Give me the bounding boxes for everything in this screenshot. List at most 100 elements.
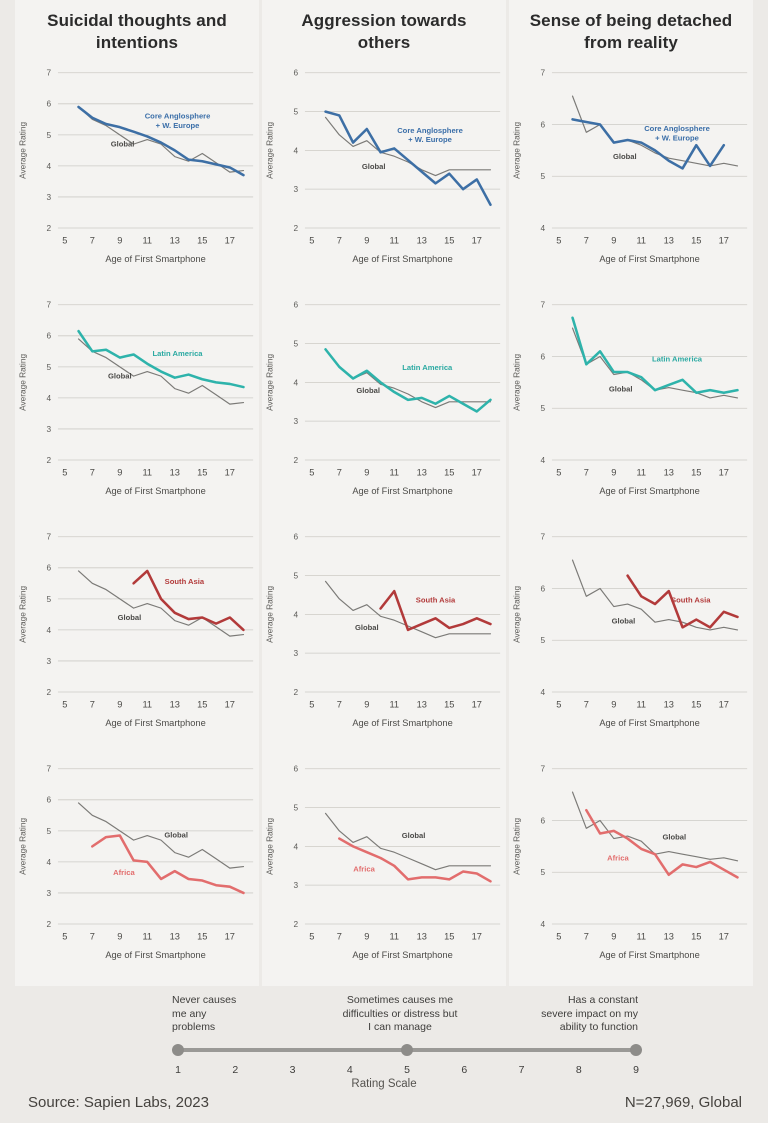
x-tick-label: 13 bbox=[664, 932, 674, 942]
x-axis-label: Age of First Smartphone bbox=[105, 950, 205, 960]
y-tick-label: 6 bbox=[541, 351, 546, 361]
x-tick-label: 5 bbox=[309, 700, 314, 710]
x-tick-label: 17 bbox=[719, 932, 729, 942]
line-global bbox=[324, 116, 492, 177]
line-africa bbox=[585, 808, 739, 879]
line-global bbox=[324, 812, 492, 871]
series-label-core-anglosphere-w-europe: Core Anglosphere + W. Europe bbox=[397, 126, 463, 144]
chart-detached-core-anglosphere: 4 5 6 7 5 7 9 11 13 15 17 Age of First Smartphone Av… bbox=[509, 58, 753, 290]
x-tick-label: 17 bbox=[719, 700, 729, 710]
series-label-core-anglosphere-w-europe: Core Anglosphere + W. Europe bbox=[145, 112, 211, 130]
y-tick-label: 7 bbox=[541, 532, 546, 542]
y-tick-label: 4 bbox=[294, 609, 299, 619]
y-tick-label: 3 bbox=[294, 880, 299, 890]
chart-aggression-africa: 2 3 4 5 6 5 7 9 11 13 15 17 Age of First Smartphone A… bbox=[262, 754, 506, 986]
rating-scale-dot-9 bbox=[630, 1044, 642, 1056]
y-tick-label: 5 bbox=[294, 339, 299, 349]
series-label-global: Global bbox=[355, 623, 379, 632]
y-axis-label: Average Rating bbox=[265, 122, 275, 179]
rating-scale-title: Rating Scale bbox=[351, 1078, 417, 1090]
y-tick-label: 5 bbox=[47, 362, 52, 372]
x-tick-label: 5 bbox=[309, 932, 314, 942]
x-axis-label: Age of First Smartphone bbox=[599, 254, 699, 264]
chart-detached-latin-america: 4 5 6 7 5 7 9 11 13 15 17 Age of First Smartphone Av… bbox=[509, 290, 753, 522]
y-tick-label: 4 bbox=[47, 161, 52, 171]
y-axis-label: Average Rating bbox=[265, 354, 275, 411]
chart-suicidal-africa: 2 3 4 5 6 7 5 7 9 11 13 15 17 Age of First Smartphone… bbox=[15, 754, 259, 986]
x-tick-label: 7 bbox=[584, 932, 589, 942]
y-tick-label: 2 bbox=[47, 687, 52, 697]
line-core-anglosphere-w-europe bbox=[324, 110, 492, 207]
y-tick-label: 3 bbox=[47, 424, 52, 434]
y-tick-label: 4 bbox=[294, 145, 299, 155]
x-tick-label: 15 bbox=[691, 468, 701, 478]
x-tick-label: 11 bbox=[636, 700, 646, 710]
series-label-global: Global bbox=[609, 385, 633, 394]
x-tick-label: 13 bbox=[170, 932, 180, 942]
y-axis-label: Average Rating bbox=[512, 354, 522, 411]
y-tick-label: 2 bbox=[294, 919, 299, 929]
x-tick-label: 11 bbox=[142, 700, 152, 710]
y-tick-label: 6 bbox=[294, 532, 299, 542]
x-tick-label: 7 bbox=[584, 700, 589, 710]
x-tick-label: 9 bbox=[364, 468, 369, 478]
x-tick-label: 17 bbox=[472, 932, 482, 942]
rating-scale-number-3: 3 bbox=[289, 1064, 296, 1076]
y-tick-label: 5 bbox=[47, 826, 52, 836]
x-axis-label: Age of First Smartphone bbox=[352, 486, 452, 496]
y-tick-label: 4 bbox=[294, 841, 299, 851]
y-tick-label: 5 bbox=[294, 803, 299, 813]
series-label-global: Global bbox=[662, 833, 686, 842]
y-tick-label: 3 bbox=[294, 648, 299, 658]
x-tick-label: 13 bbox=[417, 932, 427, 942]
rating-scale-note-mid: Sometimes causes me difficulties or dist… bbox=[342, 994, 458, 1034]
x-tick-label: 13 bbox=[417, 468, 427, 478]
x-tick-label: 5 bbox=[309, 468, 314, 478]
line-chart-svg: 2 3 4 5 6 7 5 7 9 11 13 15 17 Age of First Smartphone… bbox=[18, 68, 254, 264]
y-tick-label: 4 bbox=[541, 687, 546, 697]
x-tick-label: 5 bbox=[309, 236, 314, 246]
x-tick-label: 15 bbox=[197, 468, 207, 478]
x-tick-label: 7 bbox=[337, 468, 342, 478]
y-tick-label: 6 bbox=[47, 99, 52, 109]
x-tick-label: 17 bbox=[225, 700, 235, 710]
x-tick-label: 9 bbox=[117, 236, 122, 246]
x-tick-label: 9 bbox=[117, 932, 122, 942]
y-tick-label: 6 bbox=[294, 300, 299, 310]
x-tick-label: 15 bbox=[444, 700, 454, 710]
line-chart-svg: 2 3 4 5 6 5 7 9 11 13 15 17 Age of First Smartphone A… bbox=[265, 68, 501, 264]
y-axis-label: Average Rating bbox=[512, 818, 522, 875]
x-tick-label: 7 bbox=[337, 932, 342, 942]
series-label-latin-america: Latin America bbox=[652, 355, 703, 364]
x-axis-label: Age of First Smartphone bbox=[352, 718, 452, 728]
x-tick-label: 9 bbox=[364, 236, 369, 246]
x-tick-label: 11 bbox=[636, 468, 646, 478]
series-label-global: Global bbox=[108, 372, 132, 381]
x-tick-label: 17 bbox=[225, 468, 235, 478]
series-label-global: Global bbox=[118, 613, 142, 622]
column-title-suicidal: Suicidal thoughts and intentions bbox=[15, 0, 259, 58]
x-tick-label: 5 bbox=[556, 700, 561, 710]
chart-suicidal-south-asia: 2 3 4 5 6 7 5 7 9 11 13 15 17 Age of First Smartphone… bbox=[15, 522, 259, 754]
line-latin-america bbox=[324, 348, 492, 413]
x-tick-label: 13 bbox=[664, 468, 674, 478]
y-axis-label: Average Rating bbox=[512, 586, 522, 643]
series-label-africa: Africa bbox=[353, 865, 375, 874]
x-tick-label: 15 bbox=[197, 236, 207, 246]
line-global bbox=[77, 570, 245, 637]
y-tick-label: 5 bbox=[541, 171, 546, 181]
y-tick-label: 3 bbox=[47, 192, 52, 202]
x-tick-label: 15 bbox=[691, 236, 701, 246]
line-chart-svg: 2 3 4 5 6 7 5 7 9 11 13 15 17 Age of First Smartphone… bbox=[18, 532, 254, 728]
y-tick-label: 4 bbox=[47, 857, 52, 867]
y-tick-label: 3 bbox=[47, 656, 52, 666]
y-tick-label: 4 bbox=[47, 393, 52, 403]
x-tick-label: 13 bbox=[664, 700, 674, 710]
y-axis-label: Average Rating bbox=[265, 818, 275, 875]
line-global bbox=[324, 580, 492, 639]
x-tick-label: 9 bbox=[611, 932, 616, 942]
y-tick-label: 2 bbox=[294, 687, 299, 697]
x-axis-label: Age of First Smartphone bbox=[352, 254, 452, 264]
x-tick-label: 15 bbox=[444, 932, 454, 942]
